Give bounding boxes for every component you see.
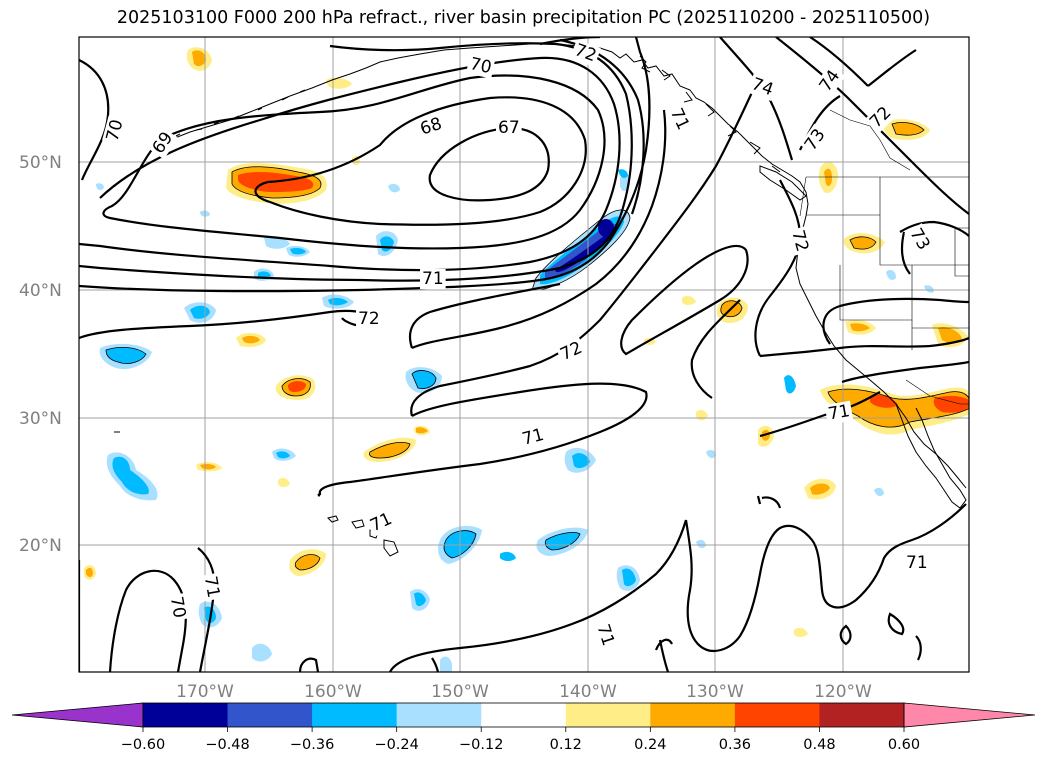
colorbar-tick-label: −0.24 [374,737,418,753]
contour-label: 71 [200,575,223,600]
longitude-axis: 170°W 160°W 150°W 140°W 130°W 120°W [176,682,872,702]
contour-label-halo [799,123,831,157]
contour-label-halo [864,101,897,134]
contour-label-halo [664,103,694,136]
contour-label-halo [496,118,522,138]
colorbar-segment [312,703,398,727]
contour-label-halo [420,269,446,289]
lat-label-20n: 20°N [19,536,62,556]
contour-label-halo [555,336,588,366]
colorbar-segment [650,703,736,727]
colorbar-extend-low [11,702,144,728]
map-title: 2025103100 F000 200 hPa refract., river … [116,8,931,28]
colorbar-tick-label: −0.36 [290,737,334,753]
colorbar-segment [734,703,820,727]
contour-label: 71 [422,269,444,289]
lon-label-170w: 170°W [176,682,234,702]
lat-label-50n: 50°N [19,153,62,173]
lon-label-130w: 130°W [686,682,744,702]
contour-label: 67 [498,118,520,138]
lon-label-120w: 120°W [814,682,872,702]
contour-label-halo [591,619,619,651]
contour-label-halo [746,73,778,102]
colorbar-extend-high [903,702,1036,728]
contour-label-halo [786,226,813,256]
contour-label-halo [365,508,398,538]
colorbar-segment [481,703,567,727]
contour-label: 70 [166,595,189,620]
contour-label-halo [824,400,854,425]
colorbar-segment [565,703,651,727]
precip-outlines [105,122,969,571]
contour-label-halo [904,553,930,573]
map-frame [78,36,970,673]
contour-label-halo [415,113,447,141]
contour-label-halo [466,53,496,79]
colorbar-segment [227,703,313,727]
contour-label-halo [518,424,549,451]
contour-label-halo [102,115,129,146]
colorbar-segment [819,703,905,727]
contour-label: 71 [827,401,852,424]
colorbar-segment [396,703,482,727]
colorbar-tick-label: 0.60 [888,737,920,753]
colorbar-segment [143,703,229,727]
colorbar-tick-label: 0.12 [550,737,582,753]
contour-label-halo [199,572,224,602]
latitude-axis: 20°N 30°N 40°N 50°N [19,153,62,556]
contour-label: 70 [468,54,493,78]
contour-label-halo [165,592,190,622]
colorbar-tick-label: −0.12 [459,737,503,753]
lat-label-40n: 40°N [19,281,62,301]
political-borders [799,109,969,405]
lon-label-140w: 140°W [559,682,617,702]
colorbar-tick-label: 0.36 [719,737,751,753]
contour-label-halo [814,64,846,98]
contour-label-halo [569,39,601,68]
contour-label: 72 [358,309,380,329]
contour-label-halo [356,309,382,329]
lon-label-160w: 160°W [304,682,362,702]
contour-label-halo [147,126,179,160]
colorbar-tick-label: 0.48 [803,737,835,753]
contour-label-halo [904,223,935,256]
colorbar-tick-label: −0.48 [205,737,249,753]
colorbar-tick-label: 0.24 [634,737,666,753]
colorbar-tick-label: −0.60 [121,737,165,753]
colorbar: −0.60 −0.48 −0.36 −0.24 −0.12 0.12 0.24 0.36 0.4… [11,702,1036,753]
colorbar-frame [142,702,905,728]
lat-label-30n: 30°N [19,409,62,429]
lon-label-150w: 150°W [431,682,489,702]
contour-label: 71 [906,553,928,573]
